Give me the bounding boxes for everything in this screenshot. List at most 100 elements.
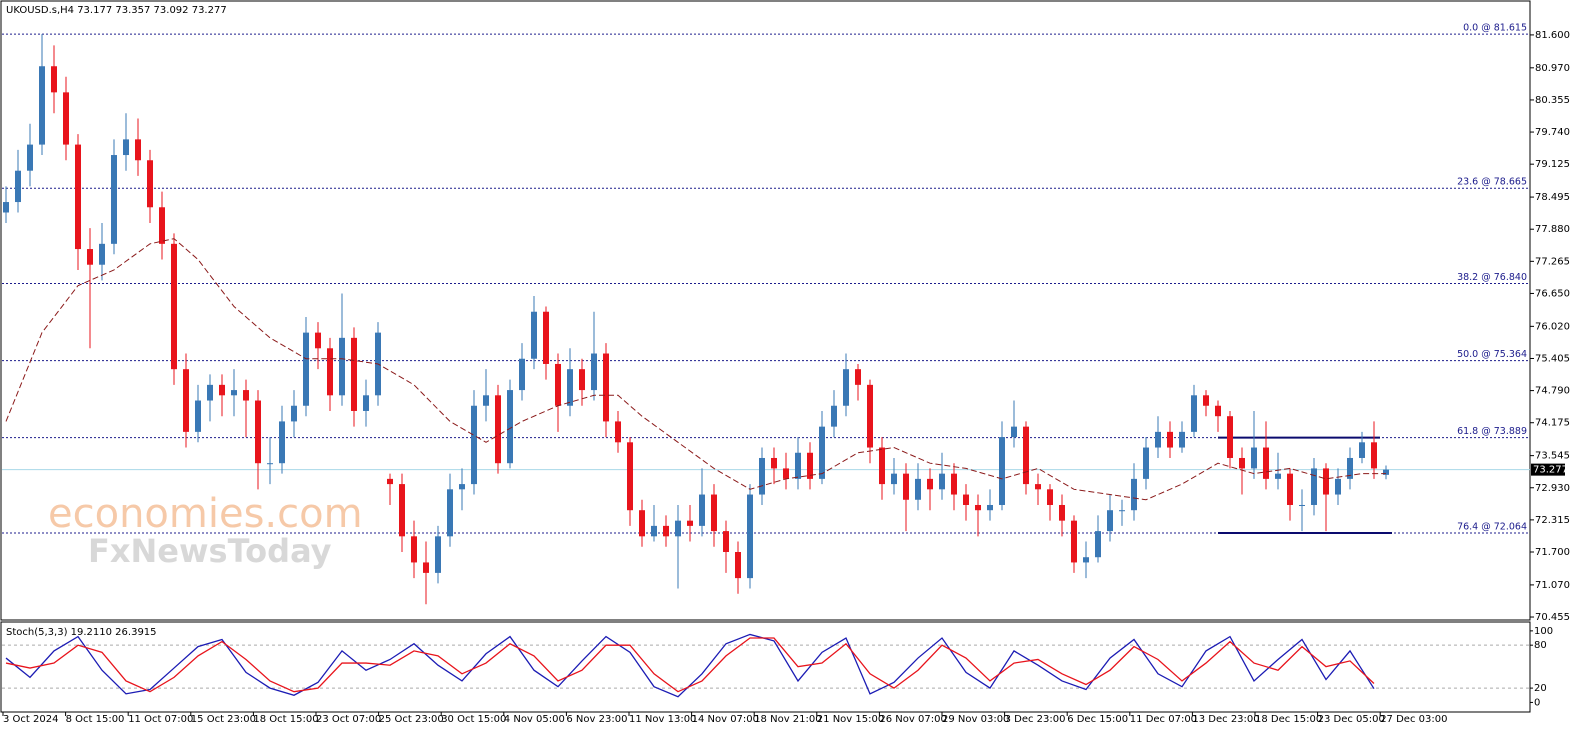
stoch-tick-label: 80: [1534, 640, 1547, 651]
stoch-tick-label: 20: [1534, 683, 1547, 694]
candle-body: [1011, 426, 1017, 438]
candle-body: [159, 207, 165, 244]
candle-body: [1119, 510, 1125, 512]
candle-body: [759, 457, 765, 495]
last-price-label: 73.277: [1533, 465, 1568, 476]
candle-body: [651, 525, 657, 537]
last-price-box: [1531, 463, 1565, 476]
main-frame: [0, 0, 1531, 621]
candle-body: [339, 337, 345, 396]
candle-body: [75, 144, 81, 250]
candle-body: [1107, 510, 1113, 532]
y-tick-label: 72.315: [1535, 515, 1570, 526]
x-tick-label: 8 Oct 15:00: [66, 714, 125, 725]
candle-body: [219, 384, 225, 396]
candle-body: [891, 473, 897, 485]
candle-body: [63, 92, 69, 145]
candle-body: [1023, 426, 1029, 485]
candle-body: [519, 358, 525, 391]
candle-body: [171, 243, 177, 370]
candle-body: [987, 504, 993, 511]
stoch-label: Stoch(5,3,3) 19.2110 26.3915: [6, 627, 157, 638]
candle-body: [267, 463, 273, 465]
candle-body: [207, 384, 213, 401]
x-tick-label: 3 Dec 23:00: [1005, 714, 1066, 725]
candle-body: [1059, 504, 1065, 521]
candle-body: [1239, 457, 1245, 469]
candle-body: [1251, 447, 1257, 469]
y-tick-label: 76.020: [1535, 321, 1570, 332]
y-tick-label: 81.600: [1535, 30, 1570, 41]
x-tick-label: 13 Dec 23:00: [1192, 714, 1259, 725]
candle-body: [111, 155, 117, 244]
candle-body: [747, 494, 753, 579]
x-tick-label: 11 Dec 07:00: [1130, 714, 1197, 725]
candle-body: [495, 395, 501, 464]
candle-body: [951, 473, 957, 495]
stoch-line: [5, 637, 1375, 693]
candle-body: [795, 452, 801, 479]
candle-body: [447, 489, 453, 537]
candle-body: [135, 139, 141, 161]
candle-body: [1155, 431, 1161, 448]
y-tick-label: 78.495: [1535, 192, 1570, 203]
candle-body: [183, 369, 189, 432]
candle-body: [675, 520, 681, 537]
candle-body: [1263, 447, 1269, 479]
y-tick-label: 80.970: [1535, 63, 1570, 74]
candle-body: [1143, 447, 1149, 479]
moving-average: [5, 238, 1386, 501]
candle-body: [831, 405, 837, 427]
candle-body: [975, 504, 981, 511]
x-tick-label: 4 Nov 05:00: [504, 714, 565, 725]
candle-body: [1179, 431, 1185, 448]
candle-body: [147, 160, 153, 208]
candle-body: [279, 421, 285, 464]
candle-body: [1359, 442, 1365, 458]
candle-body: [579, 369, 585, 391]
y-tick-label: 76.650: [1535, 288, 1570, 299]
x-tick-label: 23 Oct 07:00: [316, 714, 381, 725]
candle-body: [843, 369, 849, 406]
fib-label: 50.0 @ 75.364: [1457, 349, 1527, 360]
candle-body: [435, 536, 441, 573]
candle-body: [471, 405, 477, 485]
candle-body: [1287, 473, 1293, 505]
candle-body: [1131, 478, 1137, 511]
candle-body: [87, 249, 93, 265]
candle-body: [51, 66, 57, 93]
candle-body: [459, 484, 465, 490]
candle-body: [915, 478, 921, 500]
y-tick-label: 77.880: [1535, 224, 1570, 235]
y-tick-label: 77.265: [1535, 256, 1570, 267]
watermark: FxNewsToday: [88, 532, 332, 570]
x-tick-label: 26 Nov 07:00: [879, 714, 946, 725]
candle-body: [3, 202, 9, 213]
watermark: economies.com: [48, 491, 363, 537]
candle-body: [867, 384, 873, 448]
candle-body: [351, 337, 357, 411]
x-tick-label: 25 Oct 23:00: [379, 714, 444, 725]
candle-body: [99, 243, 105, 265]
candle-body: [531, 311, 537, 359]
candle-body: [855, 369, 861, 385]
stoch-line: [5, 633, 1375, 698]
candle-body: [1191, 395, 1197, 432]
candle-body: [303, 332, 309, 406]
candle-body: [243, 390, 249, 401]
candle-body: [819, 426, 825, 479]
candle-body: [1299, 504, 1305, 506]
candle-body: [387, 478, 393, 485]
y-tick-label: 74.790: [1535, 386, 1570, 397]
x-tick-label: 18 Oct 15:00: [253, 714, 318, 725]
candle-body: [15, 170, 21, 203]
candle-body: [1071, 520, 1077, 563]
candle-body: [1335, 478, 1341, 495]
candle-body: [591, 353, 597, 391]
x-tick-label: 6 Nov 23:00: [566, 714, 627, 725]
x-tick-label: 15 Oct 23:00: [191, 714, 256, 725]
candle-body: [723, 531, 729, 552]
candle-body: [1323, 468, 1329, 495]
x-tick-label: 21 Nov 15:00: [817, 714, 884, 725]
